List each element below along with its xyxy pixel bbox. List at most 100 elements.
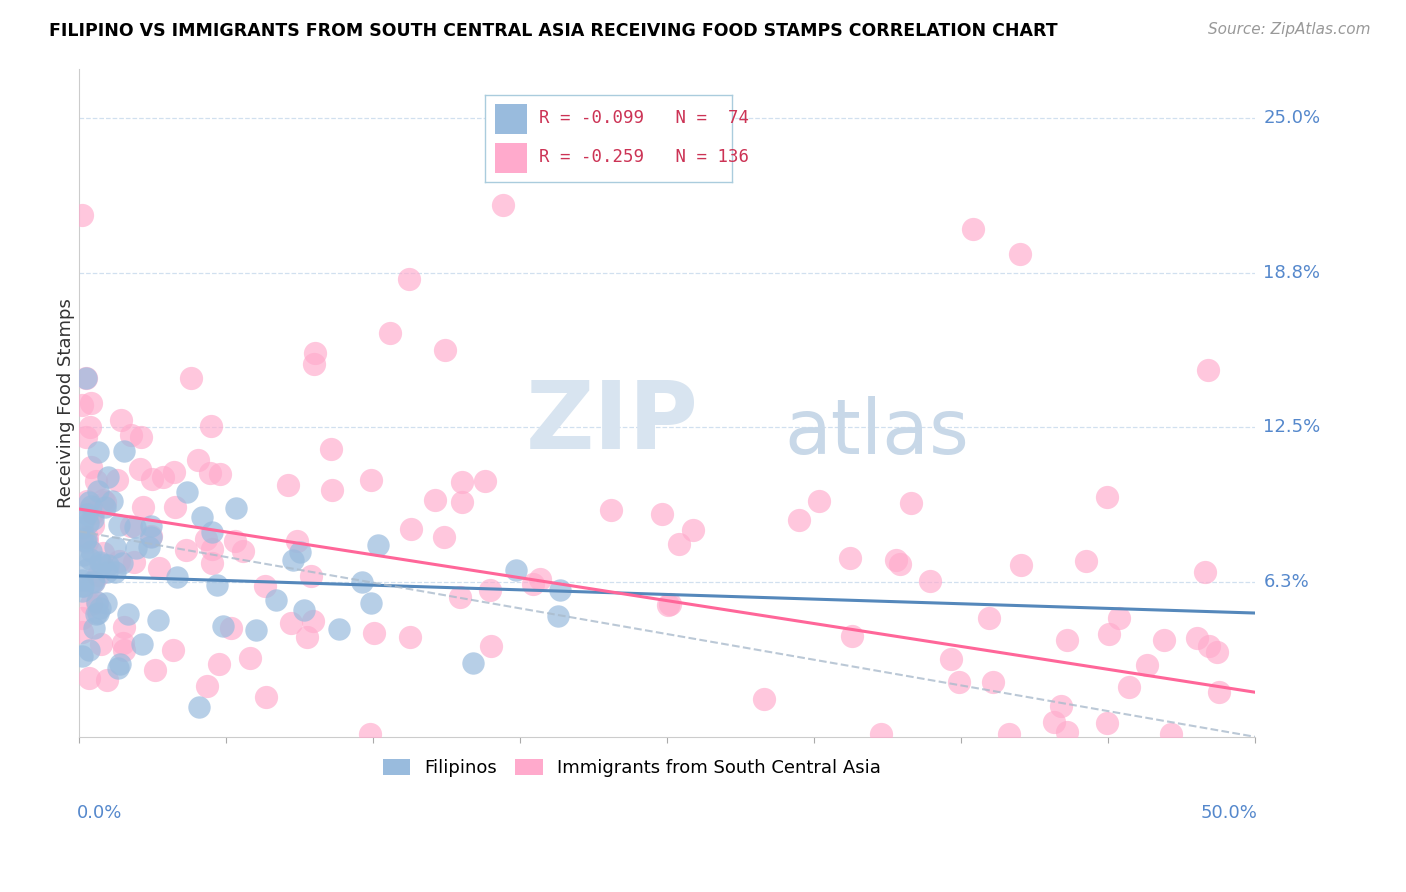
Point [1050, 699, 1073, 714]
Point [1194, 565, 1216, 579]
Point [124, 520, 146, 534]
Point [86, 595, 108, 609]
Point [378, 326, 401, 340]
Point [176, 484, 198, 499]
Point [1076, 554, 1098, 568]
Point [84, 607, 107, 621]
Point [239, 651, 262, 665]
Point [75, 430, 97, 444]
Point [86, 596, 108, 610]
Point [479, 640, 502, 654]
Point [491, 197, 513, 211]
Point [132, 500, 155, 514]
Point [451, 495, 474, 509]
Point [979, 611, 1001, 625]
Point [77, 494, 100, 508]
Point [1118, 680, 1140, 694]
Point [76, 494, 98, 508]
Point [841, 629, 863, 643]
Point [547, 609, 569, 624]
Point [280, 616, 302, 631]
Point [76, 507, 98, 521]
Point [90, 557, 112, 571]
Point [321, 483, 343, 497]
Point [82, 517, 104, 532]
Point [111, 635, 134, 649]
Point [399, 630, 422, 644]
Point [474, 474, 496, 488]
Point [75, 371, 97, 385]
Point [1108, 611, 1130, 625]
Text: atlas: atlas [785, 396, 970, 470]
Point [75, 533, 97, 547]
Point [659, 597, 682, 611]
Point [87, 606, 110, 620]
Point [208, 467, 231, 481]
Text: 25.0%: 25.0% [1264, 109, 1320, 127]
Point [108, 554, 131, 568]
Point [72, 548, 94, 562]
Point [96, 673, 118, 688]
Point [292, 603, 315, 617]
Point [89, 555, 111, 569]
Point [254, 690, 277, 704]
Point [79, 552, 101, 566]
Point [787, 513, 810, 527]
Point [1206, 645, 1229, 659]
Legend: Filipinos, Immigrants from South Central Asia: Filipinos, Immigrants from South Central… [375, 752, 889, 785]
Point [288, 545, 311, 559]
Point [201, 542, 224, 557]
Point [139, 530, 162, 544]
Point [80, 460, 103, 475]
Point [152, 469, 174, 483]
Y-axis label: Receiving Food Stamps: Receiving Food Stamps [58, 298, 75, 508]
Text: 0.0%: 0.0% [77, 804, 122, 822]
Point [117, 607, 139, 621]
Point [80, 395, 103, 409]
Point [120, 427, 142, 442]
Point [1010, 558, 1032, 573]
Point [80, 499, 103, 513]
Point [70, 208, 93, 222]
Point [70, 521, 93, 535]
Point [76, 516, 98, 530]
Point [352, 574, 374, 589]
Point [363, 626, 385, 640]
Point [807, 493, 830, 508]
Point [105, 473, 128, 487]
Point [108, 518, 131, 533]
Point [478, 582, 501, 597]
Point [1098, 627, 1121, 641]
Point [82, 512, 104, 526]
Point [207, 657, 229, 671]
Point [668, 537, 690, 551]
Point [1185, 631, 1208, 645]
Point [108, 657, 131, 672]
Point [302, 614, 325, 628]
Point [981, 674, 1004, 689]
Point [70, 648, 93, 663]
Point [1198, 639, 1220, 653]
Point [70, 624, 93, 639]
Point [884, 553, 907, 567]
Text: 12.5%: 12.5% [1264, 418, 1320, 436]
Point [76, 562, 98, 576]
Point [162, 643, 184, 657]
Point [939, 652, 962, 666]
Point [139, 529, 162, 543]
Point [449, 591, 471, 605]
Point [83, 621, 105, 635]
Point [253, 579, 276, 593]
Point [125, 541, 148, 555]
Point [139, 519, 162, 533]
Point [112, 619, 135, 633]
Point [79, 420, 101, 434]
Point [225, 501, 247, 516]
Point [754, 692, 776, 706]
Text: ZIP: ZIP [526, 376, 699, 468]
Point [529, 573, 551, 587]
Text: 50.0%: 50.0% [1201, 804, 1257, 822]
Point [328, 622, 350, 636]
Text: Source: ZipAtlas.com: Source: ZipAtlas.com [1208, 22, 1371, 37]
Point [201, 556, 224, 570]
